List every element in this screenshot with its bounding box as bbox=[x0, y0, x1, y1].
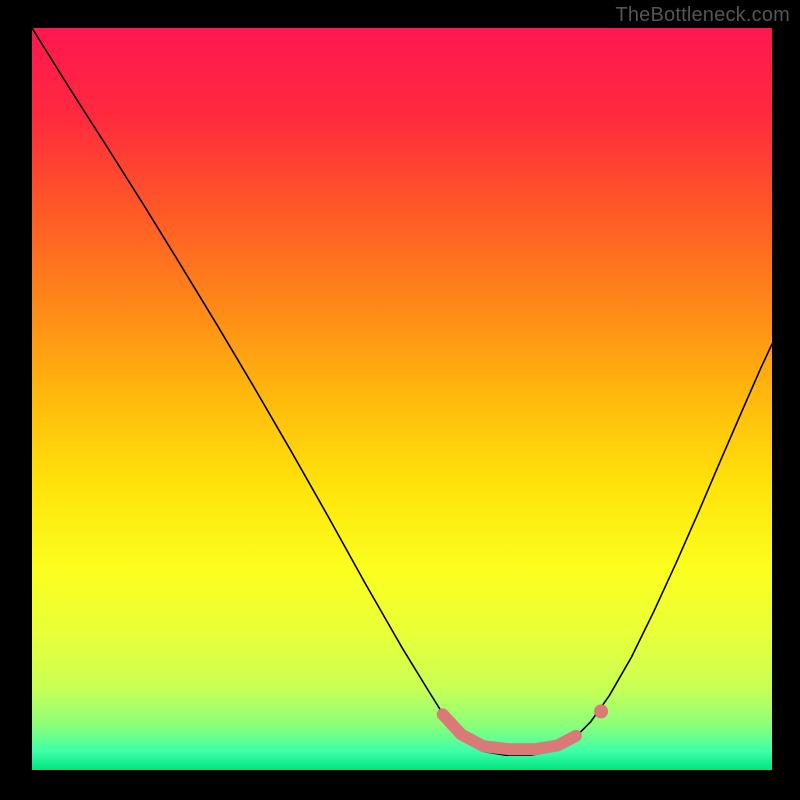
heatmap-background bbox=[32, 28, 772, 770]
watermark-text: TheBottleneck.com bbox=[615, 4, 790, 27]
plot-area bbox=[32, 28, 772, 770]
chart-container: TheBottleneck.com bbox=[0, 0, 800, 800]
bottleneck-curve-chart bbox=[32, 28, 772, 770]
highlight-end-dot bbox=[594, 704, 608, 718]
